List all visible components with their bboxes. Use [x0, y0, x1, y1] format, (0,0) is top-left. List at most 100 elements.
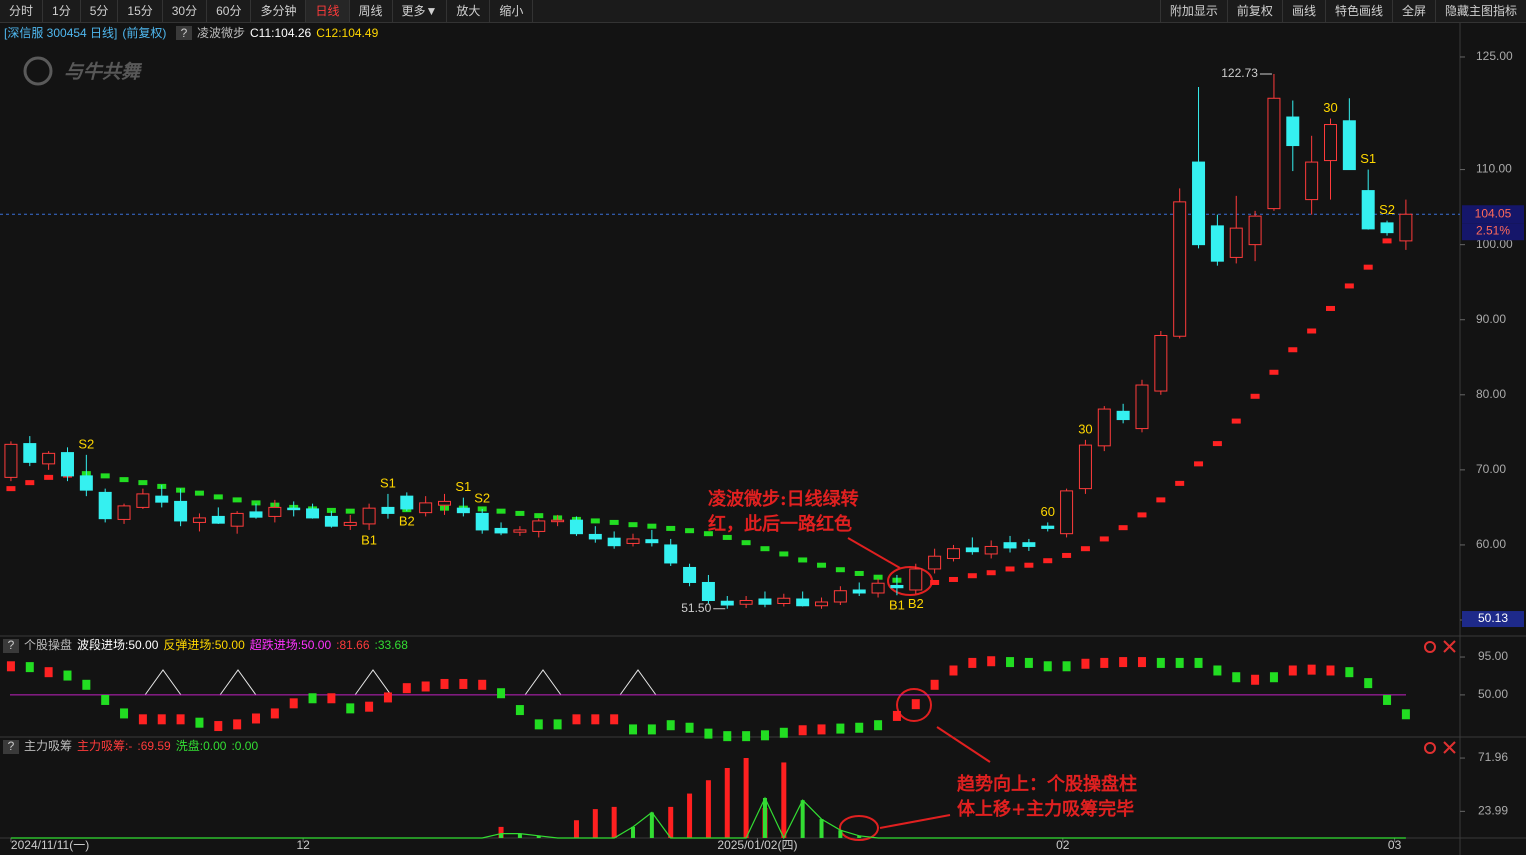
- score-block: [1401, 709, 1410, 720]
- wave-dash: [1043, 558, 1053, 564]
- indicator-value: C12:104.49: [316, 26, 378, 40]
- candle-body: [569, 519, 583, 535]
- toolbar-button[interactable]: 周线: [350, 0, 393, 22]
- candle-body: [1210, 225, 1224, 262]
- score-block: [1156, 657, 1165, 668]
- candle-body: [928, 555, 942, 570]
- score-block: [949, 665, 958, 676]
- candle-body: [551, 519, 565, 523]
- toolbar-button[interactable]: 多分钟: [251, 0, 307, 22]
- legend-entry: :69.59: [137, 739, 171, 753]
- accumulation-bar: [592, 809, 598, 838]
- toolbar-button[interactable]: 日线: [306, 0, 350, 22]
- accumulation-bar: [611, 806, 617, 838]
- candle-body: [739, 599, 753, 605]
- candle-body: [249, 511, 263, 518]
- change: 2.51%: [1476, 223, 1510, 237]
- candle-body: [1116, 410, 1130, 421]
- wave-dash: [741, 540, 751, 546]
- toolbar-button[interactable]: 1分: [43, 0, 81, 22]
- wave-dash: [628, 522, 638, 528]
- score-block: [1288, 665, 1297, 676]
- wave-dash: [534, 513, 544, 519]
- candle-body: [701, 581, 715, 601]
- wave-dash: [1099, 536, 1109, 542]
- wave-dash: [703, 531, 713, 537]
- candle-body: [796, 598, 810, 607]
- toolbar-button[interactable]: 15分: [118, 0, 163, 22]
- toolbar-button[interactable]: 隐藏主图指标: [1434, 0, 1526, 22]
- toolbar-button[interactable]: 分时: [0, 0, 44, 22]
- annotation: 体上移+主力吸筹完毕: [957, 798, 1134, 820]
- candle-body: [268, 506, 282, 517]
- x-tick-label: 03: [1388, 838, 1402, 852]
- candle-body: [1267, 97, 1281, 210]
- wave-dash: [590, 518, 600, 524]
- candle-body: [1003, 542, 1017, 549]
- candle-body: [362, 507, 376, 525]
- candle-body: [1060, 490, 1074, 535]
- panel-title: 个股操盘: [24, 637, 72, 652]
- candle-body: [174, 500, 188, 522]
- score-block: [63, 670, 72, 681]
- candle-body: [683, 566, 697, 583]
- panel-title: 主力吸筹: [24, 739, 72, 753]
- y-tick-label: 125.00: [1476, 49, 1513, 63]
- background: [0, 23, 1526, 855]
- score-block: [402, 683, 411, 694]
- score-block: [327, 693, 336, 704]
- wave-dash: [1118, 525, 1128, 531]
- wave-dash: [609, 519, 619, 525]
- toolbar-button[interactable]: 更多▼: [393, 0, 448, 22]
- x-tick-label: 02: [1056, 838, 1070, 852]
- indicator-value: C11:104.26: [250, 26, 311, 40]
- candle-body: [438, 500, 452, 506]
- toolbar-button[interactable]: 画线: [1281, 0, 1325, 22]
- toolbar-button[interactable]: 放大: [447, 0, 491, 22]
- score-block: [1345, 667, 1354, 678]
- toolbar-button[interactable]: 缩小: [490, 0, 534, 22]
- panel-icons[interactable]: [1424, 640, 1456, 754]
- wave-dash: [1024, 562, 1034, 568]
- toolbar-button[interactable]: 前复权: [1226, 0, 1282, 22]
- candle-body: [419, 502, 433, 514]
- score-block: [760, 730, 769, 741]
- callouts: [839, 537, 991, 841]
- toolbar-button[interactable]: 附加显示: [1159, 0, 1227, 22]
- wave-dash: [496, 508, 506, 514]
- wave-dash: [25, 480, 35, 486]
- toolbar-button[interactable]: 特色画线: [1324, 0, 1392, 22]
- score-block: [1307, 664, 1316, 675]
- signal-label: 30: [1078, 421, 1092, 436]
- signal-label: S2: [474, 490, 490, 505]
- annotation: 凌波微步:日线绿转: [708, 488, 859, 510]
- cursor-price: 50.13: [1478, 611, 1508, 625]
- score-block: [497, 688, 506, 699]
- candle-body: [324, 515, 338, 527]
- toolbar-button[interactable]: 60分: [207, 0, 252, 22]
- score-block: [704, 728, 713, 739]
- toolbar-button[interactable]: 5分: [81, 0, 119, 22]
- candle-body: [1229, 227, 1243, 258]
- toolbar-button[interactable]: 全屏: [1391, 0, 1435, 22]
- wave-dash: [1137, 512, 1147, 518]
- help: ?: [8, 638, 15, 652]
- wave-dash: [873, 574, 883, 580]
- wave-dash: [948, 576, 958, 582]
- legend-entry: 主力吸筹:-: [77, 739, 132, 753]
- score-block: [1383, 694, 1392, 705]
- score-block: [365, 701, 374, 712]
- wave-dash: [835, 567, 845, 573]
- legend-entry: 超跌进场:50.00: [250, 637, 332, 652]
- candle-body: [475, 512, 489, 531]
- score-block: [629, 724, 638, 735]
- score-block: [610, 714, 619, 725]
- toolbar-button[interactable]: 30分: [163, 0, 208, 22]
- candle-body: [155, 495, 169, 503]
- wave-dash: [1363, 264, 1373, 270]
- y-tick-label: 60.00: [1476, 537, 1506, 551]
- wash-bar: [838, 830, 843, 838]
- candle-body: [1192, 161, 1206, 246]
- score-block: [459, 678, 468, 689]
